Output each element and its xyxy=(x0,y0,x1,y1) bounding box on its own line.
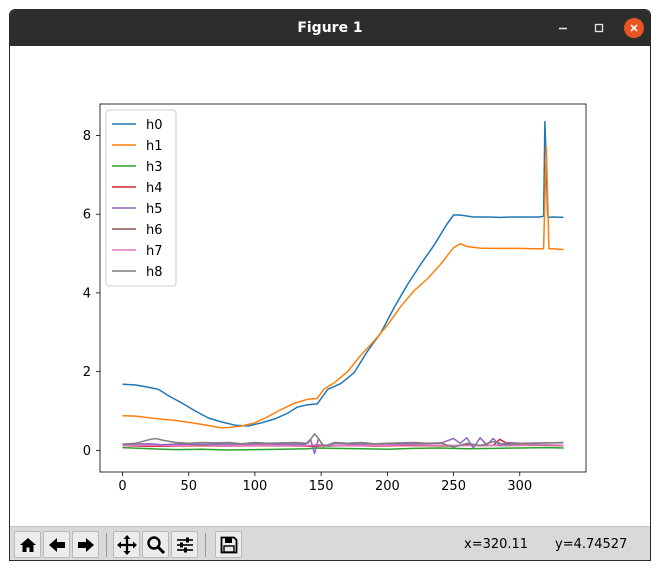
back-arrow-icon xyxy=(48,537,65,552)
x-tick-label: 150 xyxy=(309,479,334,494)
pan-button[interactable] xyxy=(113,531,140,558)
series-line-h8 xyxy=(122,433,564,448)
save-icon xyxy=(220,536,237,553)
legend-entry-h3: h3 xyxy=(146,160,163,175)
minimize-button[interactable] xyxy=(553,18,573,38)
toolbar-separator xyxy=(106,533,107,557)
title-bar[interactable]: Figure 1 xyxy=(10,10,650,46)
series-line-h3 xyxy=(122,446,564,451)
subplots-button[interactable] xyxy=(171,531,198,558)
close-icon xyxy=(630,24,638,32)
x-tick-label: 250 xyxy=(441,479,466,494)
line-chart: 0 50 100 150 200 250 300 0 2 4 6 8 h0 h1 h3 h4 h5 h6 h7 h8 xyxy=(83,103,587,494)
minimize-icon xyxy=(559,27,567,30)
legend-entry-h1: h1 xyxy=(146,139,163,154)
save-button[interactable] xyxy=(215,531,242,558)
y-tick-label: 8 xyxy=(83,129,91,144)
zoom-icon xyxy=(146,535,165,554)
maximize-button[interactable] xyxy=(589,18,609,38)
zoom-button[interactable] xyxy=(142,531,169,558)
y-tick-label: 0 xyxy=(83,444,91,459)
toolbar-separator xyxy=(205,533,206,557)
legend-box xyxy=(105,109,177,287)
legend-entry-h5: h5 xyxy=(146,202,163,217)
axes-frame xyxy=(99,103,587,473)
x-tick-label: 100 xyxy=(243,479,268,494)
x-tick-label: 200 xyxy=(375,479,400,494)
pan-icon xyxy=(116,534,137,555)
x-coordinate-readout: x=320.11 xyxy=(464,537,529,552)
legend-entry-h8: h8 xyxy=(146,265,163,280)
series-line-h1 xyxy=(122,145,564,429)
legend-entry-h4: h4 xyxy=(146,181,163,196)
legend-entry-h7: h7 xyxy=(146,244,163,259)
x-tick-label: 300 xyxy=(507,479,532,494)
window-title: Figure 1 xyxy=(297,20,363,36)
forward-arrow-icon xyxy=(77,537,94,552)
plot-area xyxy=(100,104,586,472)
x-tick-label: 0 xyxy=(118,479,126,494)
legend-entry-h6: h6 xyxy=(146,223,163,238)
forward-button[interactable] xyxy=(72,531,99,558)
x-tick-label: 50 xyxy=(180,479,197,494)
legend-entry-h0: h0 xyxy=(146,118,163,133)
y-tick-label: 6 xyxy=(83,208,91,223)
home-button[interactable] xyxy=(14,531,41,558)
maximize-icon xyxy=(594,23,604,33)
close-button[interactable] xyxy=(624,18,644,38)
navigation-toolbar: x=320.11 y=4.74527 xyxy=(10,526,650,560)
figure-canvas[interactable]: 0 50 100 150 200 250 300 0 2 4 6 8 h0 h1 h3 h4 h5 h6 h7 h8 xyxy=(10,46,650,526)
series-line-h0 xyxy=(122,120,564,427)
figure-window: Figure 1 0 50 100 150 200 250 300 0 2 4 6 8 h0 h1 h3 h4… xyxy=(9,9,651,561)
back-button[interactable] xyxy=(43,531,70,558)
y-tick-label: 4 xyxy=(83,286,91,301)
home-icon xyxy=(19,537,36,552)
subplots-icon xyxy=(176,537,193,552)
y-tick-label: 2 xyxy=(83,365,91,380)
y-coordinate-readout: y=4.74527 xyxy=(555,537,628,552)
